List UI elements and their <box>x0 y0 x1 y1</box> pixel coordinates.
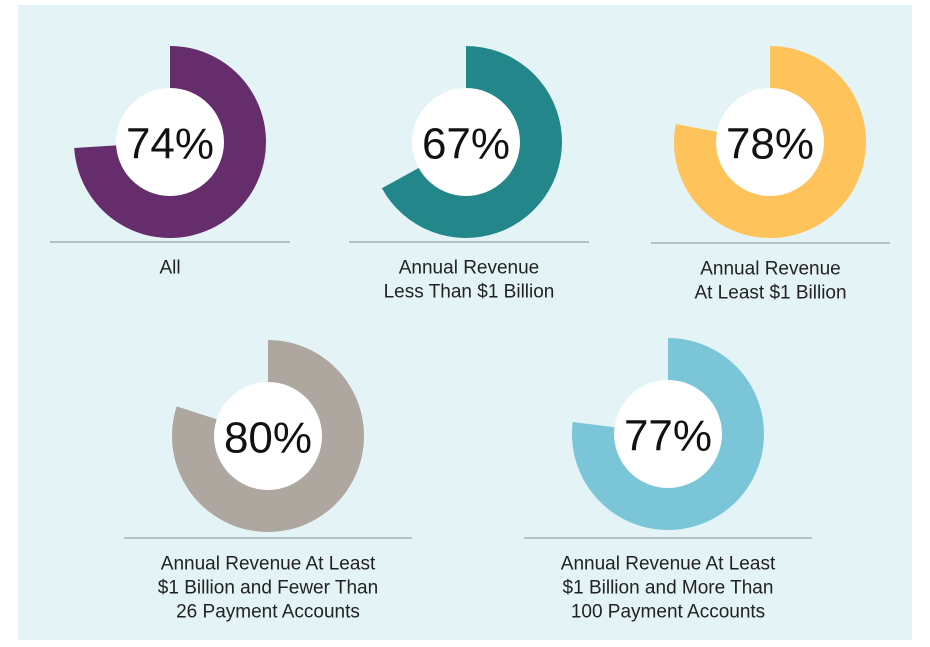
donut-arc <box>74 46 266 238</box>
value-label: 67% <box>422 120 510 169</box>
donut-center <box>116 88 224 196</box>
donut-arc <box>572 338 764 531</box>
category-label: Annual Revenue At Least <box>161 554 376 575</box>
category-label: Annual Revenue <box>700 259 841 280</box>
category-label: $1 Billion and Fewer Than <box>158 578 378 599</box>
category-label: 100 Payment Accounts <box>571 602 765 623</box>
category-label: $1 Billion and More Than <box>563 578 774 599</box>
donut-center <box>214 382 322 490</box>
category-label: At Least $1 Billion <box>694 283 846 304</box>
value-label: 78% <box>726 120 814 169</box>
donut-arc <box>674 46 867 239</box>
value-label: 74% <box>126 120 214 169</box>
category-label: All <box>159 258 180 279</box>
donut-center <box>412 88 520 196</box>
category-label: 26 Payment Accounts <box>176 602 360 623</box>
donut-center <box>614 380 722 488</box>
value-label: 80% <box>224 414 312 463</box>
category-label: Annual Revenue <box>399 258 540 279</box>
donut-arc <box>172 340 365 533</box>
category-label: Annual Revenue At Least <box>561 554 776 575</box>
category-label: Less Than $1 Billion <box>384 282 555 303</box>
value-label: 77% <box>624 412 712 461</box>
donut-center <box>716 88 824 196</box>
donut-arc <box>381 46 562 239</box>
